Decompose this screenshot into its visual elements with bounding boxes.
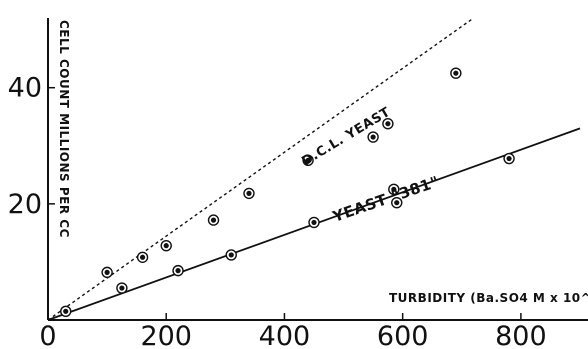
data-point-yeast-381 xyxy=(308,216,320,229)
y-axis-label: CELL COUNT MILLIONS PER CC xyxy=(57,20,71,238)
x-tick-label: 200 xyxy=(140,321,192,349)
data-point-dcl-yeast xyxy=(243,187,255,200)
x-tick-label: 0 xyxy=(39,321,56,349)
x-axis-label: TURBIDITY (Ba.SO4 M x 10^5) xyxy=(389,291,588,305)
y-tick-label: 20 xyxy=(8,189,42,220)
axis-ticks: 0 200 400 600 800 20 40 xyxy=(8,73,547,349)
data-point-dcl-yeast xyxy=(367,131,379,143)
axes xyxy=(47,18,588,321)
data-point-yeast-381 xyxy=(388,183,400,196)
fit-lines xyxy=(47,17,581,321)
data-point-dcl-yeast xyxy=(60,305,72,317)
data-point-yeast-381 xyxy=(116,282,128,294)
series-label-dcl-yeast: D.C.L. YEAST xyxy=(299,105,393,170)
data-point-dcl-yeast xyxy=(101,266,113,279)
data-point-yeast-381 xyxy=(172,264,184,277)
x-tick-label: 400 xyxy=(259,321,311,349)
series-label-yeast-381: YEAST "381" xyxy=(329,172,441,226)
data-point-dcl-yeast xyxy=(207,214,220,226)
data-point-dcl-yeast xyxy=(160,239,172,252)
data-point-dcl-yeast xyxy=(136,251,149,263)
y-tick-label: 40 xyxy=(8,73,42,104)
data-point-yeast-381 xyxy=(503,152,515,165)
data-point-yeast-381 xyxy=(225,249,237,261)
data-point-yeast-381 xyxy=(391,196,403,209)
data-points xyxy=(60,67,515,317)
fit-line-dcl-yeast xyxy=(47,17,475,321)
data-point-dcl-yeast xyxy=(382,117,394,130)
data-point-dcl-yeast xyxy=(450,67,462,79)
x-tick-label: 800 xyxy=(495,321,547,349)
x-tick-label: 600 xyxy=(377,321,429,349)
data-point-dcl-yeast xyxy=(302,154,314,166)
